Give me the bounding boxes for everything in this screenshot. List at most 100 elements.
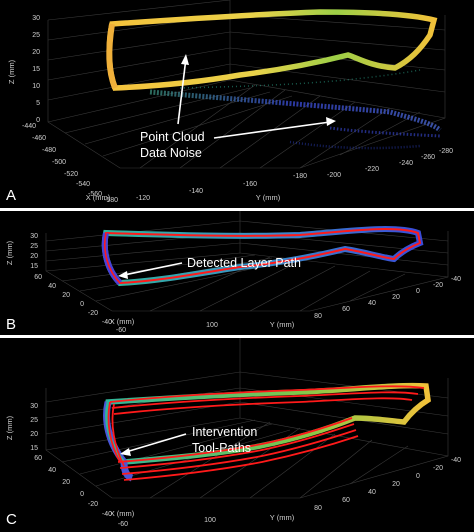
annotation-line-1: Point Cloud	[140, 130, 205, 144]
z-axis-label: Z (mm)	[5, 240, 14, 265]
annotation-line-1: Intervention	[192, 425, 257, 439]
panel-c-annotation: Intervention Tool-Paths	[120, 425, 257, 456]
tick-label: 10	[32, 83, 40, 90]
tick-label: -200	[327, 172, 341, 179]
tick-label: -120	[136, 195, 150, 202]
tick-label: -20	[433, 282, 443, 289]
tick-label: -20	[433, 465, 443, 472]
tick-label: -160	[243, 181, 257, 188]
tick-label: 20	[62, 292, 70, 299]
panel-label: A	[6, 187, 16, 204]
tick-label: 15	[30, 445, 38, 452]
panel-a-noise	[149, 69, 442, 150]
tick-label: 100	[204, 517, 216, 524]
tick-label: 0	[80, 301, 84, 308]
panel-a-annotation: Point Cloud Data Noise	[140, 54, 336, 160]
panel-a-y-ticks: -120 -140 -160 -180 -200 -220 -240 -260 …	[136, 148, 453, 202]
y-axis-label: Y (mm)	[256, 193, 281, 202]
tick-label: -20	[88, 310, 98, 317]
panel-b-y-ticks: 100 80 60 40 20 0 -20 -40	[206, 276, 461, 329]
tick-label: 20	[32, 49, 40, 56]
tick-label: -440	[22, 123, 36, 130]
tick-label: -580	[104, 197, 118, 204]
x-axis-label: X (mm)	[86, 193, 111, 202]
tick-label: 100	[206, 322, 218, 329]
z-axis-label: Z (mm)	[5, 415, 14, 440]
panel-a-point-cloud	[106, 9, 438, 91]
z-axis-label: Z (mm)	[7, 59, 16, 84]
tick-label: 25	[32, 32, 40, 39]
tick-label: -240	[399, 160, 413, 167]
tick-label: 60	[34, 274, 42, 281]
panel-a-grid	[47, 0, 446, 169]
tick-label: -220	[365, 166, 379, 173]
x-axis-label: X (mm)	[110, 509, 135, 518]
tick-label: -40	[451, 276, 461, 283]
tick-label: 15	[32, 66, 40, 73]
tick-label: -140	[189, 188, 203, 195]
panel-c-tool-paths	[107, 385, 425, 481]
tick-label: -540	[76, 181, 90, 188]
tick-label: 15	[30, 263, 38, 270]
panel-b-z-ticks: 30 25 20 15	[30, 233, 38, 270]
panel-a-plot: 30 25 20 15 10 5 0 Z (mm) -440 -460 -480…	[6, 0, 453, 204]
tick-label: -280	[439, 148, 453, 155]
tick-label: 20	[30, 253, 38, 260]
panel-label: C	[6, 511, 17, 528]
y-axis-label: Y (mm)	[270, 320, 295, 329]
tick-label: -40	[102, 319, 112, 326]
tick-label: -40	[451, 457, 461, 464]
tick-label: -60	[116, 327, 126, 334]
tick-label: -260	[421, 154, 435, 161]
tick-label: 25	[30, 417, 38, 424]
panel-a-z-ticks: 30 25 20 15 10 5 0	[32, 15, 40, 124]
tick-label: 0	[80, 491, 84, 498]
tick-label: 25	[30, 243, 38, 250]
panel-c-z-ticks: 30 25 20 15	[30, 403, 38, 452]
annotation-line-1: Detected Layer Path	[187, 256, 301, 270]
tick-label: 30	[30, 403, 38, 410]
tick-label: 60	[342, 497, 350, 504]
tick-label: -560	[88, 191, 102, 198]
panel-c-plot: 30 25 20 15 Z (mm) 60 40 20 0 -20 -40 -6…	[5, 338, 461, 528]
tick-label: 20	[392, 481, 400, 488]
panel-c-y-ticks: 100 80 60 40 20 0 -20 -40	[204, 457, 461, 524]
y-axis-label: Y (mm)	[270, 513, 295, 522]
tick-label: 20	[392, 294, 400, 301]
tick-label: 80	[314, 505, 322, 512]
annotation-line-2: Tool-Paths	[192, 441, 251, 455]
tick-label: 60	[342, 306, 350, 313]
tick-label: -180	[293, 173, 307, 180]
tick-label: 20	[62, 479, 70, 486]
panel-b: 30 25 20 15 Z (mm) 60 40 20 0 -20 -40 -6…	[0, 211, 474, 335]
annotation-line-2: Data Noise	[140, 146, 202, 160]
panel-label: B	[6, 316, 16, 333]
tick-label: 40	[368, 300, 376, 307]
tick-label: 40	[368, 489, 376, 496]
panel-a: 30 25 20 15 10 5 0 Z (mm) -440 -460 -480…	[0, 0, 474, 208]
tick-label: -520	[64, 171, 78, 178]
panel-c-x-ticks: 60 40 20 0 -20 -40 -60	[34, 455, 128, 528]
x-axis-label: X (mm)	[110, 317, 135, 326]
tick-label: 40	[48, 283, 56, 290]
tick-label: 60	[34, 455, 42, 462]
panel-b-plot: 30 25 20 15 Z (mm) 60 40 20 0 -20 -40 -6…	[5, 211, 461, 334]
tick-label: 0	[416, 473, 420, 480]
tick-label: 0	[36, 117, 40, 124]
tick-label: -20	[88, 501, 98, 508]
tick-label: 40	[48, 467, 56, 474]
tick-label: 30	[30, 233, 38, 240]
tick-label: 5	[36, 100, 40, 107]
panel-b-annotation: Detected Layer Path	[118, 256, 301, 279]
tick-label: 20	[30, 431, 38, 438]
panel-c: 30 25 20 15 Z (mm) 60 40 20 0 -20 -40 -6…	[0, 338, 474, 532]
tick-label: 80	[314, 313, 322, 320]
tick-label: 30	[32, 15, 40, 22]
tick-label: -60	[118, 521, 128, 528]
tick-label: -480	[42, 147, 56, 154]
panel-a-x-ticks: -440 -460 -480 -500 -520 -540 -560 -580	[22, 123, 118, 204]
panel-b-x-ticks: 60 40 20 0 -20 -40 -60	[34, 274, 126, 334]
tick-label: -40	[102, 511, 112, 518]
tick-label: -460	[32, 135, 46, 142]
tick-label: -500	[52, 159, 66, 166]
